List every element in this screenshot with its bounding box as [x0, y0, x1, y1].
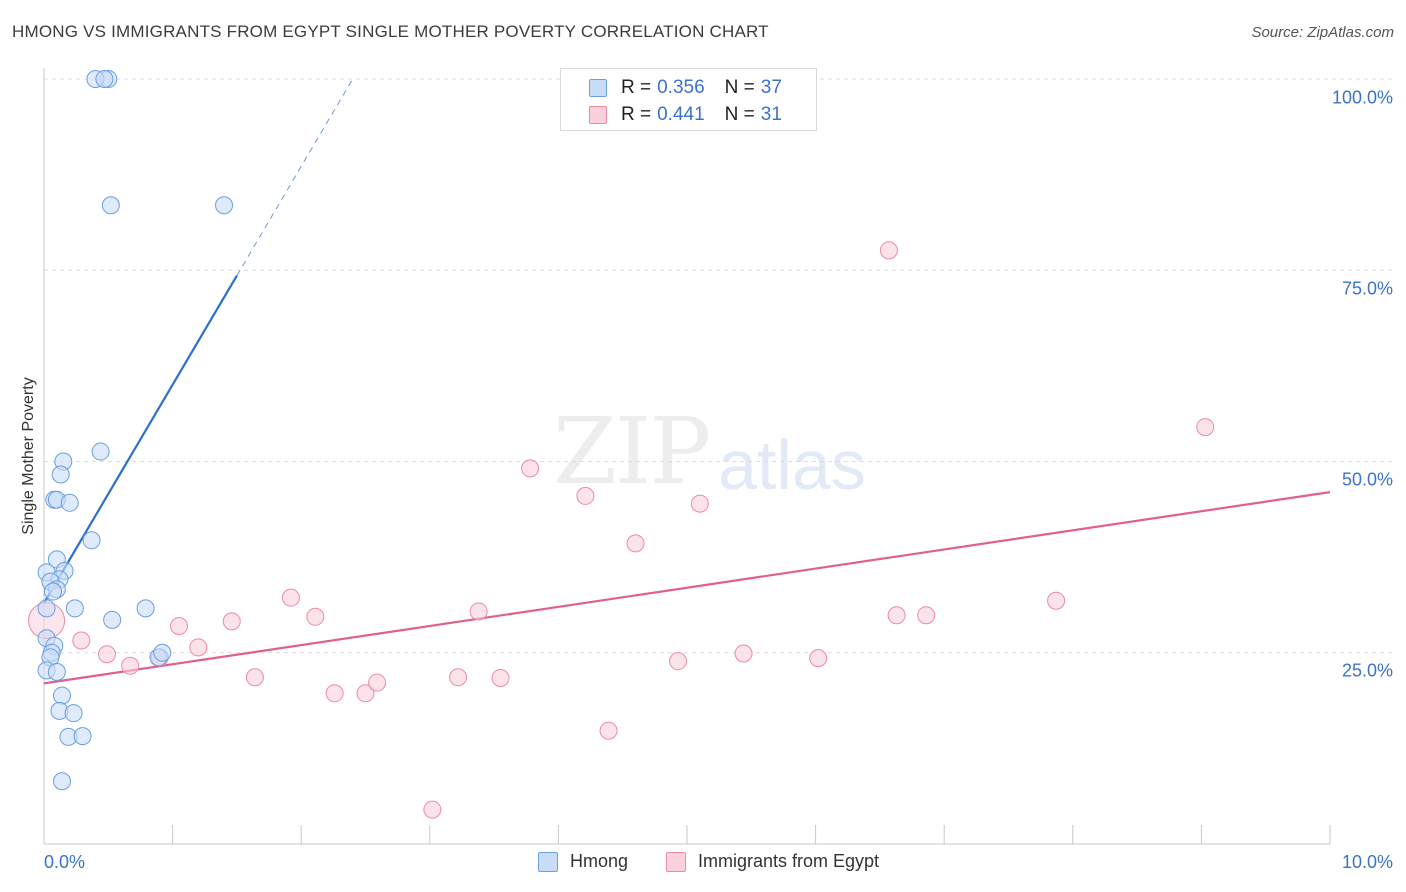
legend-n-label: N = — [724, 104, 755, 125]
data-point-hmong — [101, 196, 120, 215]
bottom-legend-label-egypt: Immigrants from Egypt — [698, 851, 880, 871]
data-point-egypt — [887, 606, 906, 625]
data-point-egypt — [879, 241, 898, 260]
source-label: Source: ZipAtlas.com — [1251, 24, 1394, 41]
data-point-hmong — [153, 643, 172, 662]
legend-n-label: N = — [724, 77, 755, 98]
data-point-egypt — [325, 684, 344, 703]
data-point-egypt — [356, 684, 375, 703]
data-point-hmong — [37, 599, 56, 618]
data-point-egypt — [222, 612, 241, 631]
y-tick-75: 75.0% — [1341, 278, 1393, 299]
data-point-egypt — [917, 606, 936, 625]
watermark-zip: ZIP — [553, 398, 711, 505]
data-point-hmong — [47, 662, 66, 681]
data-point-hmong — [136, 599, 155, 618]
data-point-hmong — [65, 599, 84, 618]
data-point-egypt — [599, 721, 618, 740]
data-point-egypt — [491, 668, 510, 687]
bottom-legend: Hmong Immigrants from Egypt — [0, 851, 1406, 877]
chart-title: HMONG VS IMMIGRANTS FROM EGYPT SINGLE MO… — [12, 22, 769, 41]
legend-swatch-egypt — [589, 106, 607, 124]
bottom-legend-swatch-hmong — [538, 851, 558, 872]
data-point-egypt — [423, 800, 442, 819]
legend-box: R = 0.356 N = 37 R = 0.441 N = 31 — [560, 68, 817, 131]
data-point-hmong — [53, 686, 72, 705]
legend-row-hmong: R = 0.356 N = 37 — [589, 77, 782, 99]
data-point-egypt — [281, 588, 300, 607]
trendline-hmong — [43, 275, 238, 604]
data-point-egypt — [98, 645, 117, 664]
data-point-hmong — [215, 196, 234, 215]
legend-r-value: 0.356 — [657, 77, 705, 98]
data-point-egypt — [245, 668, 264, 687]
data-point-hmong — [103, 610, 122, 629]
data-point-hmong — [91, 442, 110, 461]
data-point-egypt — [668, 652, 687, 671]
watermark-atlas: atlas — [718, 426, 866, 504]
legend-n-value: 37 — [760, 77, 782, 98]
data-point-egypt — [521, 459, 540, 478]
legend-swatch-hmong — [589, 79, 607, 97]
legend-r-label: R = — [621, 104, 652, 125]
legend-r-value: 0.441 — [657, 104, 705, 125]
data-point-hmong — [82, 531, 101, 550]
data-point-egypt — [469, 602, 488, 621]
legend-row-egypt: R = 0.441 N = 31 — [589, 104, 782, 126]
data-point-hmong — [64, 704, 83, 723]
bottom-legend-hmong[interactable]: Hmong — [538, 851, 628, 872]
trendline-hmong-extension — [236, 78, 354, 276]
data-point-egypt — [809, 649, 828, 668]
bottom-legend-label-hmong: Hmong — [570, 851, 629, 871]
legend-r-label: R = — [621, 77, 652, 98]
data-point-egypt — [121, 656, 140, 675]
data-point-hmong — [73, 727, 92, 746]
bottom-legend-egypt[interactable]: Immigrants from Egypt — [666, 851, 879, 872]
data-point-egypt — [1196, 418, 1215, 437]
data-point-egypt — [734, 644, 753, 663]
y-tick-100: 100.0% — [1331, 87, 1393, 108]
data-point-hmong — [53, 772, 72, 791]
x-tick-0: 0.0% — [44, 852, 86, 872]
data-point-egypt — [690, 494, 709, 513]
data-point-egypt — [1047, 591, 1066, 610]
y-axis-label: Single Mother Poverty — [20, 377, 37, 535]
data-point-hmong — [44, 582, 63, 601]
bottom-legend-swatch-egypt — [666, 851, 686, 872]
x-tick-10: 10.0% — [1341, 852, 1393, 872]
data-point-hmong — [51, 465, 70, 484]
data-point-egypt — [72, 631, 91, 650]
data-point-egypt — [576, 486, 595, 505]
data-point-egypt — [368, 673, 387, 692]
legend-n-value: 31 — [760, 104, 782, 125]
data-point-egypt — [170, 616, 189, 635]
data-point-egypt — [449, 668, 468, 687]
y-tick-25: 25.0% — [1341, 660, 1393, 681]
data-point-egypt — [189, 638, 208, 657]
y-tick-50: 50.0% — [1341, 469, 1393, 490]
data-point-hmong — [95, 70, 114, 88]
data-point-egypt — [626, 534, 645, 553]
data-point-egypt — [306, 607, 325, 626]
trendline-egypt — [43, 491, 1331, 685]
data-point-hmong — [60, 493, 79, 512]
